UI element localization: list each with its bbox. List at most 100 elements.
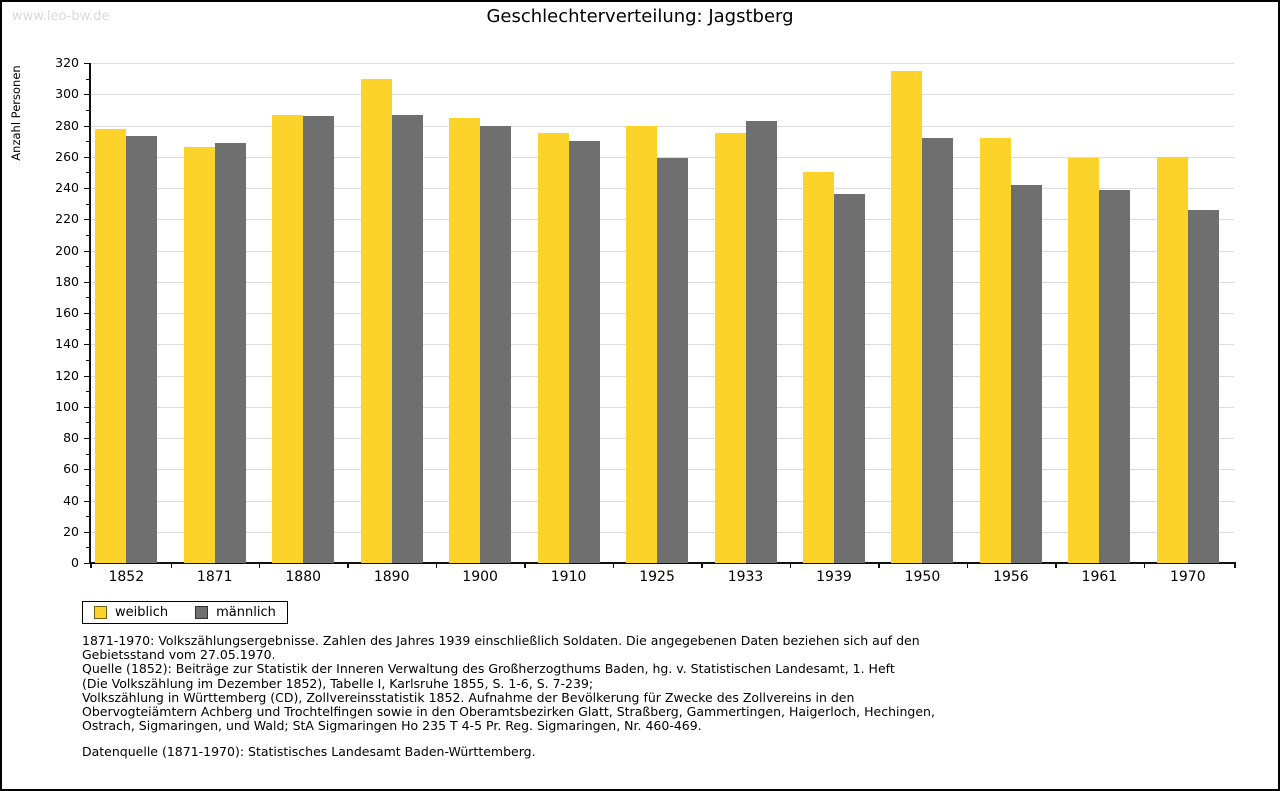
- y-axis-tick-label: 260: [55, 148, 79, 164]
- bar-weiblich-1871: [183, 147, 215, 563]
- x-axis-tick: [878, 564, 880, 568]
- y-axis-tick: [84, 219, 89, 221]
- y-axis-tick-label: 220: [55, 211, 79, 227]
- x-axis-label-1939: 1939: [816, 569, 852, 585]
- bar-männlich-1890: [391, 114, 423, 563]
- bar-weiblich-1900: [449, 117, 481, 563]
- bar-männlich-1950: [922, 138, 954, 563]
- x-axis-label-1933: 1933: [727, 569, 764, 585]
- legend-label: männlich: [216, 605, 276, 620]
- footnote-block: Datenquelle (1871-1970): Statistisches L…: [82, 745, 935, 759]
- y-axis-tick-label: 200: [55, 242, 79, 258]
- bar-männlich-1900: [480, 125, 512, 563]
- y-axis-tick-label: 120: [55, 367, 79, 383]
- bar-weiblich-1956: [979, 138, 1011, 563]
- bar-weiblich-1910: [537, 133, 569, 563]
- y-axis-minor-tick: [86, 516, 89, 518]
- legend-swatch-männlich: [195, 606, 209, 619]
- x-axis-label-1871: 1871: [196, 569, 233, 585]
- footnote-line: (Die Volkszählung im Dezember 1852), Tab…: [82, 675, 594, 691]
- y-axis-minor-tick: [86, 141, 89, 143]
- x-axis-tick: [170, 564, 173, 568]
- chart-title: Geschlechterverteilung: Jagstberg: [486, 6, 794, 27]
- y-axis-minor-tick: [86, 453, 89, 455]
- legend-item-männlich: männlich: [195, 605, 276, 620]
- y-axis-minor-tick: [86, 266, 89, 268]
- y-axis-tick-label: 0: [71, 555, 79, 570]
- y-axis-tick: [84, 406, 89, 408]
- footnotes: 1871-1970: Volkszählungsergebnisse. Zahl…: [82, 633, 935, 760]
- legend-label: weiblich: [115, 605, 169, 620]
- bar-männlich-1880: [303, 116, 335, 563]
- bar-männlich-1925: [657, 158, 689, 563]
- x-axis-tick: [258, 564, 261, 568]
- footnote-line: Quelle (1852): Beiträge zur Statistik de…: [82, 661, 895, 677]
- gridline: [91, 156, 1234, 158]
- y-axis-minor-tick: [86, 203, 89, 205]
- y-axis-tick-label: 20: [63, 523, 79, 539]
- y-axis-tick: [84, 63, 89, 64]
- y-axis-minor-tick: [86, 172, 89, 174]
- y-axis-tick: [84, 281, 89, 283]
- bar-männlich-1970: [1187, 209, 1219, 563]
- x-axis-label-1880: 1880: [285, 569, 322, 585]
- watermark: www.leo-bw.de: [12, 9, 110, 24]
- y-axis-minor-tick: [86, 109, 89, 111]
- y-axis-minor-tick: [86, 422, 89, 424]
- x-axis-tick: [435, 564, 438, 568]
- y-axis-minor-tick: [86, 234, 89, 236]
- bar-weiblich-1852: [95, 128, 127, 563]
- bar-weiblich-1970: [1156, 156, 1188, 563]
- bar-weiblich-1925: [626, 125, 658, 563]
- y-axis-minor-tick: [86, 359, 89, 361]
- y-axis-tick: [84, 469, 89, 471]
- bar-weiblich-1950: [891, 70, 923, 563]
- y-axis-minor-tick: [86, 484, 89, 486]
- y-axis-tick-label: 300: [55, 86, 79, 102]
- y-axis-tick: [84, 94, 89, 96]
- footnote-line: Gebietsstand vom 27.05.1970.: [82, 647, 276, 663]
- y-axis-minor-tick: [86, 328, 89, 330]
- y-axis-minor-tick: [86, 78, 89, 80]
- bar-männlich-1852: [126, 136, 158, 563]
- footnote-line: Volkszählung in Württemberg (CD), Zollve…: [82, 689, 855, 705]
- y-axis-tick-label: 100: [55, 398, 79, 414]
- y-axis-tick: [84, 531, 89, 533]
- y-axis-tick: [84, 313, 89, 314]
- bar-männlich-1961: [1099, 189, 1131, 563]
- x-axis-line: [89, 562, 1236, 564]
- bar-männlich-1910: [568, 141, 600, 563]
- x-axis-label-1970: 1970: [1169, 569, 1206, 585]
- bar-weiblich-1961: [1068, 158, 1100, 563]
- y-axis-tick-label: 60: [63, 461, 79, 477]
- y-axis-minor-tick: [86, 391, 89, 393]
- footnote-line: Obervogteiämtern Achberg und Trochtelfin…: [82, 704, 935, 720]
- y-axis-tick-label: 180: [55, 273, 79, 289]
- y-axis-minor-tick: [86, 297, 89, 299]
- y-axis-tick: [84, 250, 89, 252]
- x-axis-tick: [1234, 564, 1236, 568]
- y-axis-tick: [84, 125, 89, 127]
- footnote-block: 1871-1970: Volkszählungsergebnisse. Zahl…: [82, 633, 935, 733]
- bar-weiblich-1939: [802, 172, 834, 563]
- x-axis-label-1956: 1956: [993, 569, 1029, 585]
- x-axis-tick: [1143, 564, 1146, 568]
- y-axis-tick-label: 320: [55, 55, 79, 70]
- x-axis-tick: [90, 564, 92, 568]
- bar-männlich-1956: [1010, 184, 1042, 563]
- y-axis-tick: [84, 344, 89, 346]
- x-axis-label-1925: 1925: [639, 569, 675, 585]
- y-axis-tick-label: 280: [55, 117, 79, 133]
- x-axis-label-1910: 1910: [550, 569, 587, 585]
- gridline: [91, 63, 1234, 64]
- x-axis-tick: [524, 564, 526, 568]
- x-axis-tick: [347, 564, 349, 568]
- y-axis-tick-label: 40: [63, 492, 79, 508]
- y-axis-line: [89, 63, 91, 564]
- y-axis-tick: [84, 188, 89, 189]
- y-axis-tick: [84, 375, 89, 377]
- bar-männlich-1939: [833, 194, 865, 563]
- legend: weiblich männlich: [82, 601, 288, 624]
